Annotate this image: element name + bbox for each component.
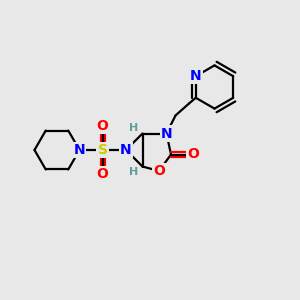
Text: O: O [188, 148, 200, 161]
Text: S: S [98, 143, 108, 157]
Text: N: N [190, 69, 202, 83]
Text: O: O [153, 164, 165, 178]
Text: H: H [129, 167, 138, 177]
Text: N: N [161, 127, 172, 140]
Text: N: N [120, 143, 132, 157]
Text: N: N [74, 143, 85, 157]
Text: H: H [129, 123, 138, 133]
Text: O: O [97, 167, 109, 181]
Text: O: O [97, 119, 109, 133]
